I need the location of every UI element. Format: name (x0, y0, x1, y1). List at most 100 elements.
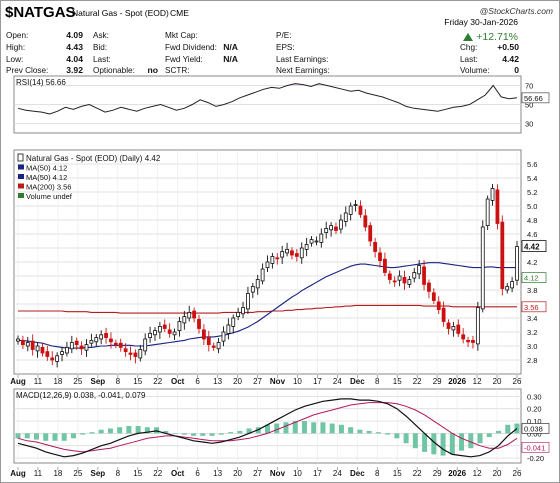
candle-body (241, 307, 245, 315)
candle-body (109, 338, 113, 343)
candle-body (314, 240, 319, 243)
candle-body (422, 266, 426, 285)
candle-body (383, 258, 387, 273)
candle-body (475, 307, 480, 345)
candle-body (55, 355, 60, 362)
x-tick-label: 8 (116, 377, 121, 386)
quote-value: N/A (223, 42, 238, 52)
macd-histogram-bar (357, 429, 363, 434)
quote-table: Open: 4.09 High: 4.43 Low: 4.04 Prev Close: 3.9… (6, 30, 519, 75)
candle-body (436, 301, 441, 310)
macd-histogram-bar (320, 422, 326, 434)
signal-last-label: -0.041 (524, 443, 545, 452)
candle-body (206, 337, 211, 346)
macd-last-badge (521, 423, 550, 434)
price-x-axis: Aug 11 18 25 Sep 8 15 22 Oct 6 13 20 27 Nov 10 17 24 Dec 8… (10, 375, 522, 386)
candle-body (177, 321, 182, 331)
candle-body (60, 351, 64, 355)
candle-body (348, 205, 353, 215)
rsi-line (17, 83, 518, 115)
candle-body (50, 357, 55, 361)
x-tick-label: 11 (34, 469, 43, 478)
macd-histogram-bar (440, 433, 446, 456)
macd-histogram-bar (117, 427, 123, 434)
macd-histogram-bar (15, 433, 21, 439)
candle-body (104, 332, 108, 338)
candle-body (89, 339, 94, 344)
price-tick-label: 2.8 (527, 356, 537, 365)
candle-body (319, 233, 324, 243)
candle-body (451, 325, 456, 331)
price-tick-label: 4.8 (527, 216, 537, 225)
x-tick-label: Sep (91, 469, 106, 478)
candle-body (441, 307, 446, 322)
x-tick-label: 22 (153, 377, 162, 386)
candle-body (446, 322, 451, 329)
candle-body (324, 227, 329, 233)
candle-body (20, 339, 25, 345)
x-tick-label: 15 (133, 469, 142, 478)
quote-label: Open: (6, 31, 28, 40)
candle-body (94, 337, 99, 343)
macd-legend: MACD(12,26,9) 0.038, -0.041, 0.079 (16, 391, 146, 400)
candle-body (373, 241, 378, 252)
candle-body (16, 338, 20, 342)
x-tick-label: 12 (473, 469, 482, 478)
macd-histogram-bar (172, 433, 178, 434)
macd-histogram-bar (218, 433, 224, 435)
candle-body (40, 346, 45, 354)
x-tick-label: 8 (375, 377, 380, 386)
ma200-last-badge (521, 301, 547, 313)
x-tick-label: 18 (53, 469, 62, 478)
price-legend-title: Natural Gas - Spot (EOD) (Daily) 4.42 (26, 154, 161, 163)
quote-label: Chg: (460, 43, 477, 52)
rsi-tick-label: 30 (525, 120, 533, 129)
candle-body (265, 261, 270, 268)
x-tick-label: 22 (413, 377, 422, 386)
candle-body (123, 348, 128, 352)
macd-histogram-bar (496, 430, 502, 434)
price-legend-item: MA(200) 3.56 (26, 183, 71, 192)
quote-value: 3.92 (66, 65, 83, 75)
x-tick-label: Nov (270, 377, 286, 386)
x-tick-label: 6 (195, 469, 200, 478)
macd-signal-line (17, 402, 518, 453)
price-tick-label: 3.2 (527, 328, 537, 337)
macd-histogram-bar (246, 428, 252, 434)
candle-body (275, 257, 280, 260)
macd-histogram-bar (403, 433, 409, 444)
macd-histogram-bar (89, 432, 95, 434)
price-last-label: 4.42 (524, 243, 540, 252)
x-tick-label: Aug (10, 377, 26, 386)
quote-value: 4.42 (502, 54, 519, 64)
candle-body (285, 248, 289, 254)
candle-body (211, 345, 216, 348)
quote-date: Friday 30-Jan-2026 (444, 17, 518, 27)
x-tick-label: 27 (253, 377, 262, 386)
x-tick-label: Dec (350, 377, 365, 386)
candle-body (270, 255, 275, 264)
ma200-last-label: 3.56 (524, 303, 539, 312)
candle-body (74, 340, 79, 346)
macd-histogram-bar (301, 421, 307, 434)
candle-body (79, 345, 84, 350)
candle-body (309, 239, 314, 244)
candle-body (456, 324, 461, 334)
candle-body (167, 329, 172, 334)
legend-swatch (18, 174, 24, 179)
ma50-line (18, 262, 517, 349)
x-tick-label: 27 (253, 469, 262, 478)
macd-histogram-bar (163, 430, 169, 434)
candle-body (172, 331, 177, 336)
candle-body (304, 244, 309, 250)
x-tick-label: 13 (213, 377, 222, 386)
candle-body (485, 198, 490, 227)
candle-body (65, 346, 69, 354)
percent-change: +12.71% (476, 31, 518, 43)
candle-body (221, 331, 226, 342)
candle-body (246, 293, 250, 310)
macd-histogram-bar (43, 433, 49, 441)
legend-swatch (18, 183, 24, 189)
price-panel: 2.83.03.23.43.63.84.04.24.44.64.85.05.25… (13, 149, 547, 375)
